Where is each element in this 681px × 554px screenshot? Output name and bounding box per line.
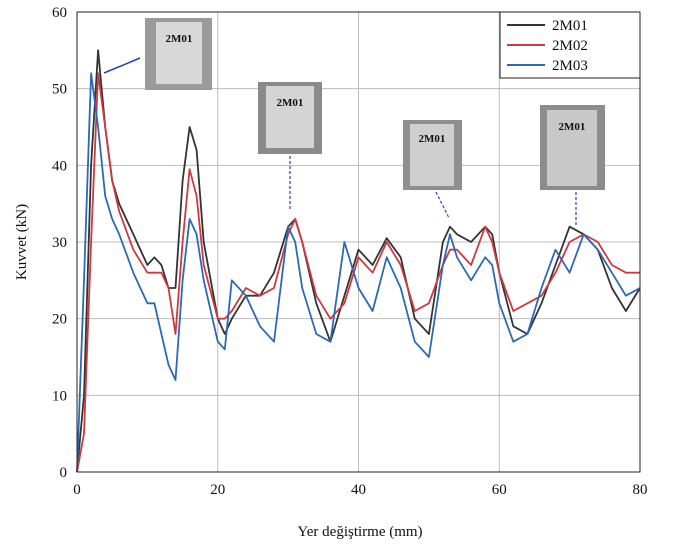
series-line bbox=[76, 49, 641, 473]
plot-frame bbox=[76, 11, 641, 473]
legend-label: 2M03 bbox=[552, 58, 588, 74]
x-axis-label: Yer değiştirme (mm) bbox=[297, 524, 422, 540]
inset-label: 2M01 bbox=[277, 97, 304, 109]
y-tick-label: 30 bbox=[52, 235, 67, 251]
legend-label: 2M02 bbox=[552, 38, 588, 54]
y-tick-label: 60 bbox=[52, 5, 67, 21]
lines bbox=[76, 49, 641, 473]
legend: 2M01 2M02 2M03 bbox=[499, 11, 641, 79]
insets: 2M01 2M01 2M01 2M01 bbox=[103, 18, 605, 225]
inset-tube bbox=[410, 124, 454, 186]
inset-tube bbox=[266, 86, 314, 148]
arrow bbox=[435, 191, 450, 219]
x-tick-label: 0 bbox=[73, 482, 81, 498]
series-line bbox=[76, 72, 641, 473]
y-tick-label: 0 bbox=[60, 465, 68, 481]
x-tick-label: 40 bbox=[351, 482, 366, 498]
inset-label: 2M01 bbox=[166, 33, 193, 45]
x-tick-label: 20 bbox=[210, 482, 225, 498]
x-tick-label: 80 bbox=[633, 482, 648, 498]
inset-tube bbox=[547, 110, 597, 186]
legend-label: 2M01 bbox=[552, 18, 588, 34]
y-tick-label: 40 bbox=[52, 158, 67, 174]
y-tick-label: 20 bbox=[52, 312, 67, 328]
x-tick-label: 60 bbox=[492, 482, 507, 498]
y-tick-label: 50 bbox=[52, 82, 67, 98]
inset-label: 2M01 bbox=[559, 121, 586, 133]
inset-tube bbox=[156, 22, 202, 84]
series-line bbox=[76, 72, 640, 473]
inset-label: 2M01 bbox=[419, 133, 446, 145]
y-axis-label: Kuvvet (kN) bbox=[14, 204, 30, 280]
arrow bbox=[103, 57, 141, 74]
y-tick-label: 10 bbox=[52, 388, 67, 404]
